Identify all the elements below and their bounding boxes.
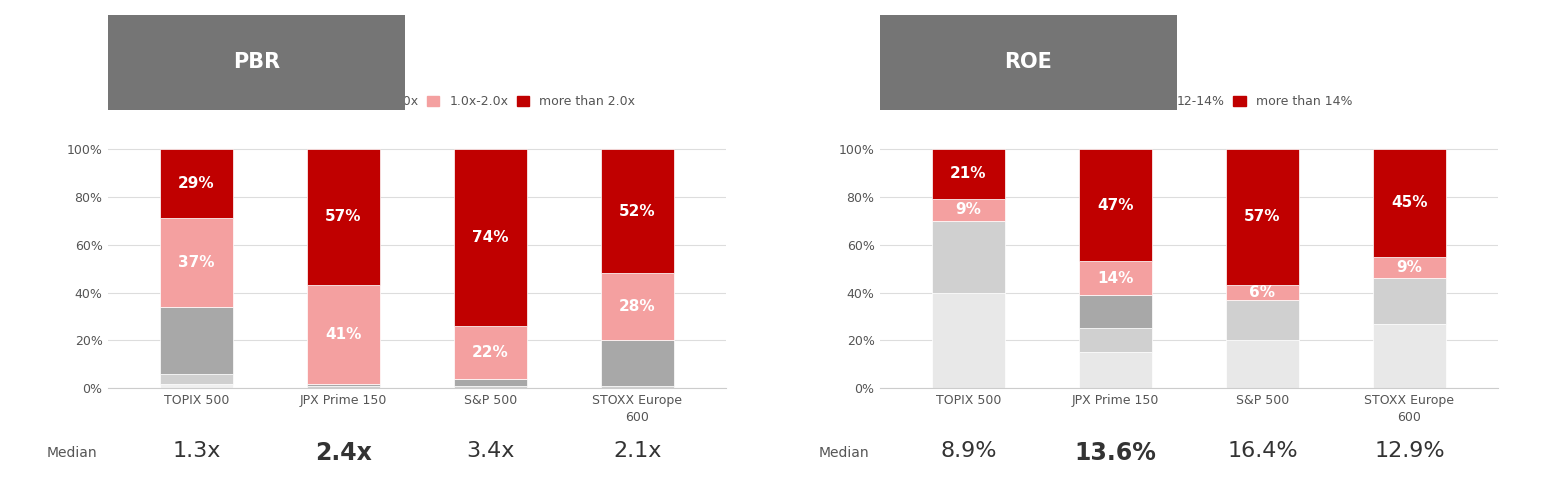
Bar [159,383,233,388]
Bar [601,341,675,386]
Bar [1373,256,1447,278]
Text: 28%: 28% [619,299,656,314]
Bar [454,149,527,326]
Bar [931,149,1005,199]
Bar [1079,353,1152,388]
Bar [1226,300,1299,341]
Text: 41%: 41% [326,327,361,342]
Text: 57%: 57% [326,210,361,225]
Bar [1373,278,1447,324]
Bar [1226,285,1299,300]
Text: 12.9%: 12.9% [1374,441,1445,461]
Bar [1226,149,1299,285]
Bar [931,292,1005,388]
Bar [159,218,233,307]
Text: 14%: 14% [1098,270,1133,286]
Bar [454,379,527,386]
Text: 47%: 47% [1098,198,1133,213]
Text: 9%: 9% [956,202,982,217]
Bar [1079,295,1152,329]
Legend: less than 8%, 8-10%, 10-12%, 12-14%, more than 14%: less than 8%, 8-10%, 10-12%, 12-14%, mor… [886,90,1357,113]
Bar [1079,149,1152,261]
Bar [1226,341,1299,388]
Text: 3.4x: 3.4x [466,441,514,461]
Bar [159,374,233,383]
Bar [159,149,233,218]
Bar [307,386,380,388]
Bar [1079,261,1152,295]
Text: 29%: 29% [178,176,215,191]
Text: Median: Median [818,446,869,460]
Legend: Insolvency, less than 0.5x, 0.5x-1.0x, 1.0x-2.0x, more than 2.0x: Insolvency, less than 0.5x, 0.5x-1.0x, 1… [114,90,641,113]
Text: 2.4x: 2.4x [315,441,372,465]
Text: 52%: 52% [619,204,656,219]
Text: 21%: 21% [950,166,987,181]
Text: 74%: 74% [472,230,508,245]
Text: 45%: 45% [1391,195,1428,210]
Bar [601,386,675,388]
Text: 57%: 57% [1244,210,1280,225]
Text: ROE: ROE [1004,52,1053,72]
Bar [307,285,380,383]
Text: 16.4%: 16.4% [1227,441,1297,461]
Bar [931,221,1005,292]
Text: 9%: 9% [1396,260,1422,275]
Text: 37%: 37% [178,255,215,270]
Bar [601,273,675,341]
Text: PBR: PBR [233,52,279,72]
Text: 1.3x: 1.3x [171,441,221,461]
Text: 2.1x: 2.1x [613,441,662,461]
Bar [931,199,1005,221]
Text: 22%: 22% [472,345,510,360]
Bar [454,386,527,388]
Bar [1373,149,1447,256]
Bar [454,326,527,379]
Text: 6%: 6% [1249,285,1275,300]
Text: Median: Median [46,446,97,460]
Text: 8.9%: 8.9% [940,441,996,461]
Bar [307,149,380,285]
Bar [1079,329,1152,353]
Bar [601,149,675,273]
Bar [1373,324,1447,388]
Bar [159,307,233,374]
Text: 13.6%: 13.6% [1075,441,1156,465]
Bar [307,383,380,386]
